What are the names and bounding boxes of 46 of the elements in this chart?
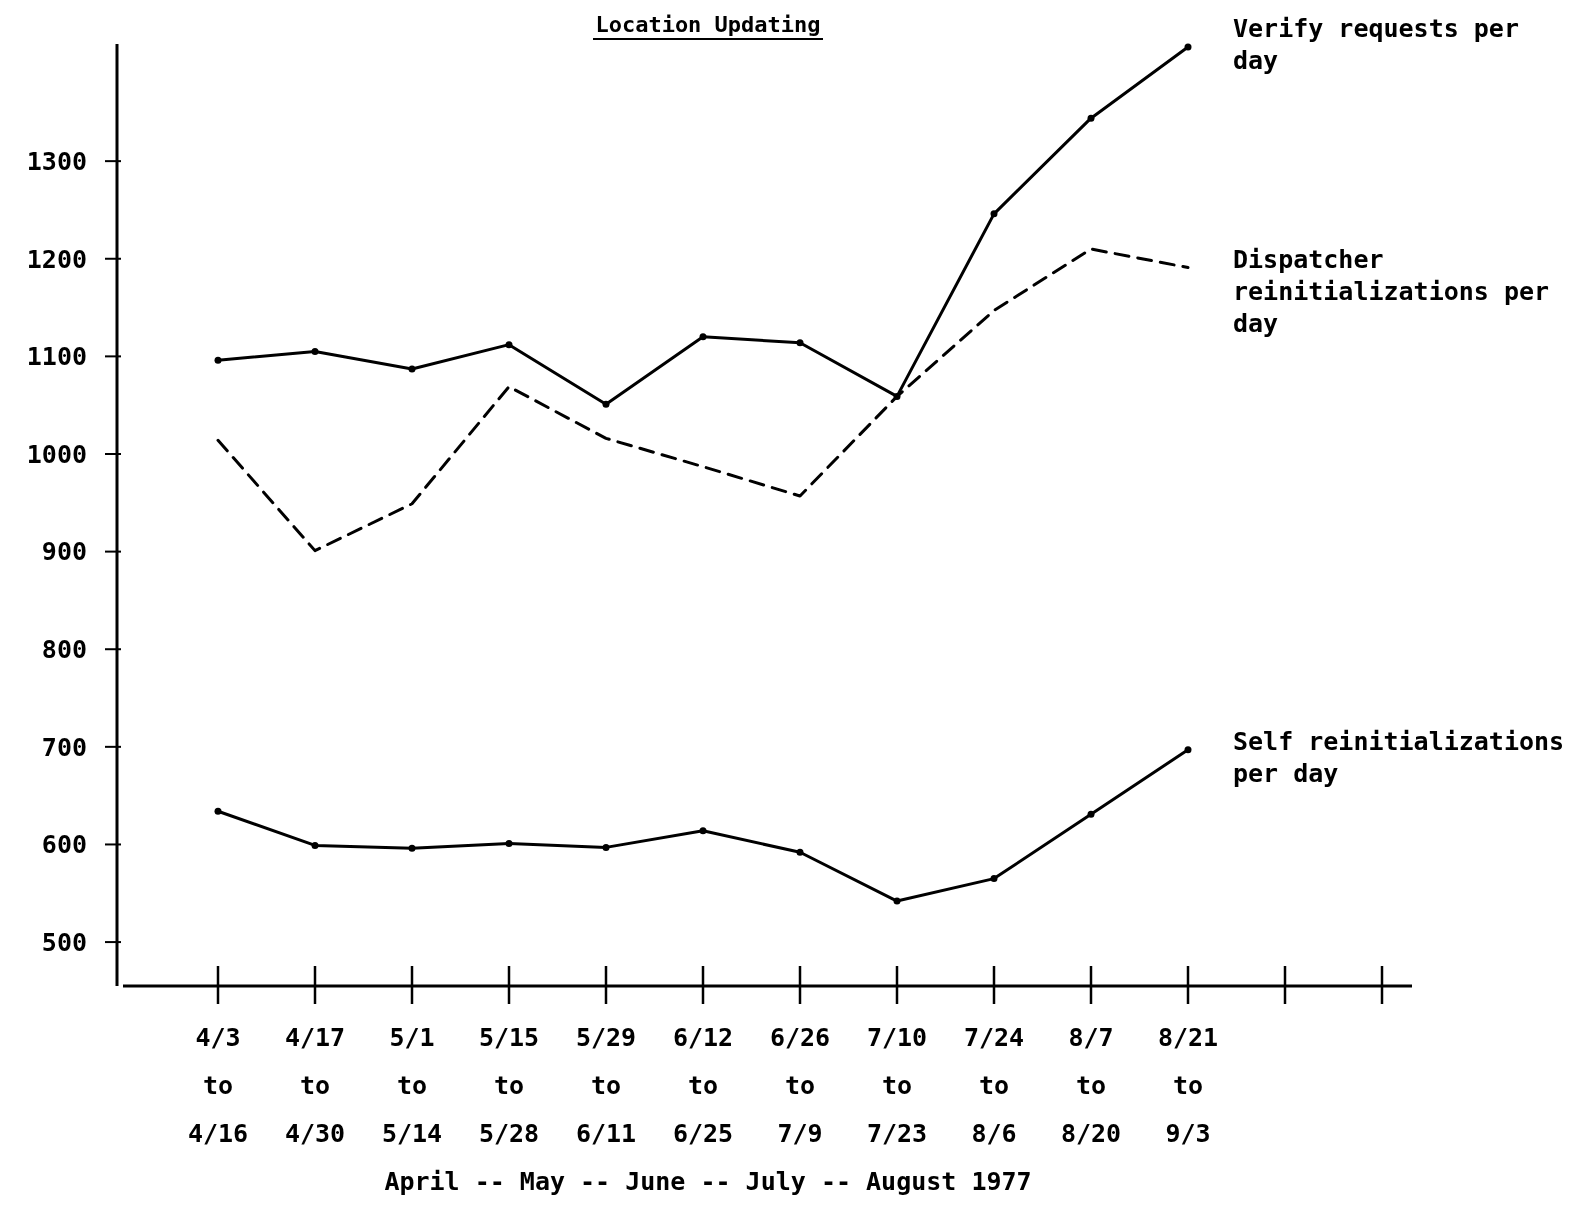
point — [602, 843, 610, 851]
point — [699, 827, 707, 835]
point — [311, 347, 319, 355]
series-label: Verify requests per day — [1233, 13, 1519, 75]
point — [1087, 114, 1095, 122]
x-tick-label: 7/24 to 8/6 — [963, 1023, 1025, 1148]
x-tick-label: 5/15 to 5/28 — [478, 1023, 540, 1148]
point — [796, 848, 804, 856]
x-tick-label: 6/26 to 7/9 — [769, 1023, 831, 1148]
y-tick-label: 500 — [41, 927, 87, 957]
y-tick-label: 800 — [41, 634, 87, 664]
point — [1184, 746, 1192, 754]
x-tick-label: 6/12 to 6/25 — [672, 1023, 734, 1148]
text: Dispatcher reinitializations per day — [1233, 244, 1550, 338]
x-tick-label: 5/29 to 6/11 — [575, 1023, 637, 1148]
point — [796, 339, 804, 347]
x-tick-label: 8/21 to 9/3 — [1157, 1023, 1219, 1148]
x-tick-label: 4/17 to 4/30 — [284, 1023, 346, 1148]
point — [893, 897, 901, 905]
y-tick-label: 700 — [41, 732, 87, 762]
series-label: Self reinitializations per day — [1233, 726, 1565, 788]
y-tick-label: 600 — [41, 830, 87, 860]
point — [602, 400, 610, 408]
y-tick-label: 1300 — [26, 146, 87, 176]
point — [990, 875, 998, 883]
y-tick-label: 1000 — [26, 439, 87, 469]
point — [505, 839, 513, 847]
y-tick-label: 900 — [41, 537, 87, 567]
y-tick-label: 1200 — [26, 244, 87, 274]
point — [699, 333, 707, 341]
point — [1184, 43, 1192, 51]
chart-title: Location Updating — [595, 12, 821, 37]
point — [990, 210, 998, 218]
point — [505, 341, 513, 349]
x-tick-label: 4/3 to 4/16 — [187, 1023, 249, 1148]
point — [311, 841, 319, 849]
x-tick-label: 7/10 to 7/23 — [866, 1023, 928, 1148]
x-axis-title: April -- May -- June -- July -- August 1977 — [384, 1167, 1032, 1196]
y-tick-label: 1100 — [26, 342, 87, 372]
point — [214, 807, 222, 815]
point — [408, 365, 416, 373]
point — [1087, 810, 1095, 818]
x-tick-label: 8/7 to 8/20 — [1060, 1023, 1122, 1148]
point — [408, 844, 416, 852]
point — [214, 356, 222, 364]
x-tick-label: 5/1 to 5/14 — [381, 1023, 443, 1148]
